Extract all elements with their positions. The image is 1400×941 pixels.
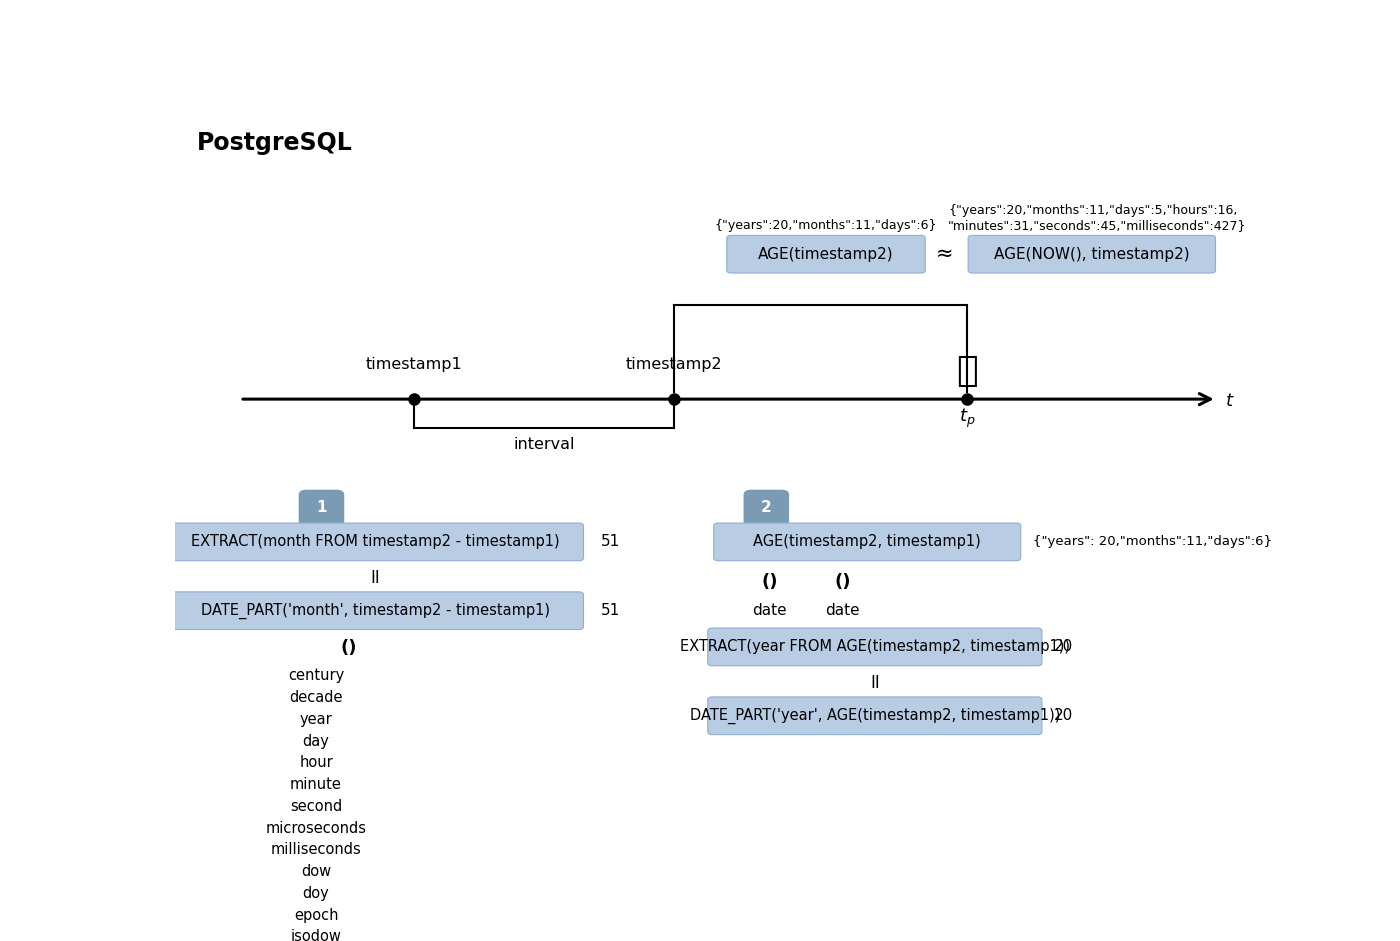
Text: year: year	[300, 712, 332, 726]
Text: 20: 20	[1054, 640, 1072, 654]
Text: 1: 1	[316, 501, 326, 516]
Text: isodow: isodow	[291, 930, 342, 941]
Text: ≈: ≈	[937, 245, 953, 264]
Text: 51: 51	[601, 534, 620, 550]
Text: DATE_PART('month', timestamp2 - timestamp1): DATE_PART('month', timestamp2 - timestam…	[202, 602, 550, 619]
FancyBboxPatch shape	[743, 489, 790, 526]
Text: timestamp1: timestamp1	[365, 357, 462, 372]
Text: $t_p$: $t_p$	[959, 407, 976, 430]
FancyBboxPatch shape	[708, 628, 1042, 666]
Text: DATE_PART('year', AGE(timestamp2, timestamp1)): DATE_PART('year', AGE(timestamp2, timest…	[690, 708, 1060, 724]
Text: date: date	[825, 603, 860, 618]
Text: (): ()	[762, 573, 778, 591]
FancyBboxPatch shape	[714, 523, 1021, 561]
Text: second: second	[290, 799, 342, 814]
Text: 2: 2	[762, 501, 771, 516]
FancyBboxPatch shape	[298, 489, 344, 526]
Text: (): ()	[340, 639, 357, 658]
Text: II: II	[869, 674, 879, 693]
FancyBboxPatch shape	[727, 235, 925, 273]
Text: dow: dow	[301, 864, 332, 879]
Text: $t$: $t$	[1225, 392, 1235, 410]
Text: EXTRACT(month FROM timestamp2 - timestamp1): EXTRACT(month FROM timestamp2 - timestam…	[192, 534, 560, 550]
Text: date: date	[752, 603, 787, 618]
Text: timestamp2: timestamp2	[626, 357, 722, 372]
Text: 🎁: 🎁	[956, 354, 977, 389]
FancyBboxPatch shape	[969, 235, 1215, 273]
Text: 51: 51	[601, 603, 620, 618]
Text: PostgreSQL: PostgreSQL	[196, 131, 353, 155]
Text: {"years":20,"months":11,"days":5,"hours":16,
"minutes":31,"seconds":45,"millisec: {"years":20,"months":11,"days":5,"hours"…	[948, 204, 1246, 232]
Text: minute: minute	[290, 777, 342, 792]
FancyBboxPatch shape	[708, 697, 1042, 735]
Text: doy: doy	[302, 885, 329, 901]
FancyBboxPatch shape	[168, 523, 584, 561]
Text: (): ()	[834, 573, 851, 591]
Text: milliseconds: milliseconds	[270, 842, 361, 857]
Text: AGE(timestamp2): AGE(timestamp2)	[759, 247, 893, 262]
Text: epoch: epoch	[294, 907, 339, 922]
Text: decade: decade	[290, 690, 343, 705]
FancyBboxPatch shape	[168, 592, 584, 630]
Text: 20: 20	[1054, 709, 1072, 724]
Text: AGE(NOW(), timestamp2): AGE(NOW(), timestamp2)	[994, 247, 1190, 262]
Text: hour: hour	[300, 756, 333, 771]
Text: century: century	[288, 668, 344, 683]
Text: day: day	[302, 734, 329, 749]
Text: AGE(timestamp2, timestamp1): AGE(timestamp2, timestamp1)	[753, 534, 981, 550]
Text: {"years":20,"months":11,"days":6}: {"years":20,"months":11,"days":6}	[715, 219, 937, 232]
Text: II: II	[371, 569, 381, 587]
Text: EXTRACT(year FROM AGE(timestamp2, timestamp1)): EXTRACT(year FROM AGE(timestamp2, timest…	[680, 640, 1070, 654]
Text: microseconds: microseconds	[266, 821, 367, 836]
Text: {"years": 20,"months":11,"days":6}: {"years": 20,"months":11,"days":6}	[1033, 535, 1271, 549]
Text: interval: interval	[514, 437, 574, 452]
